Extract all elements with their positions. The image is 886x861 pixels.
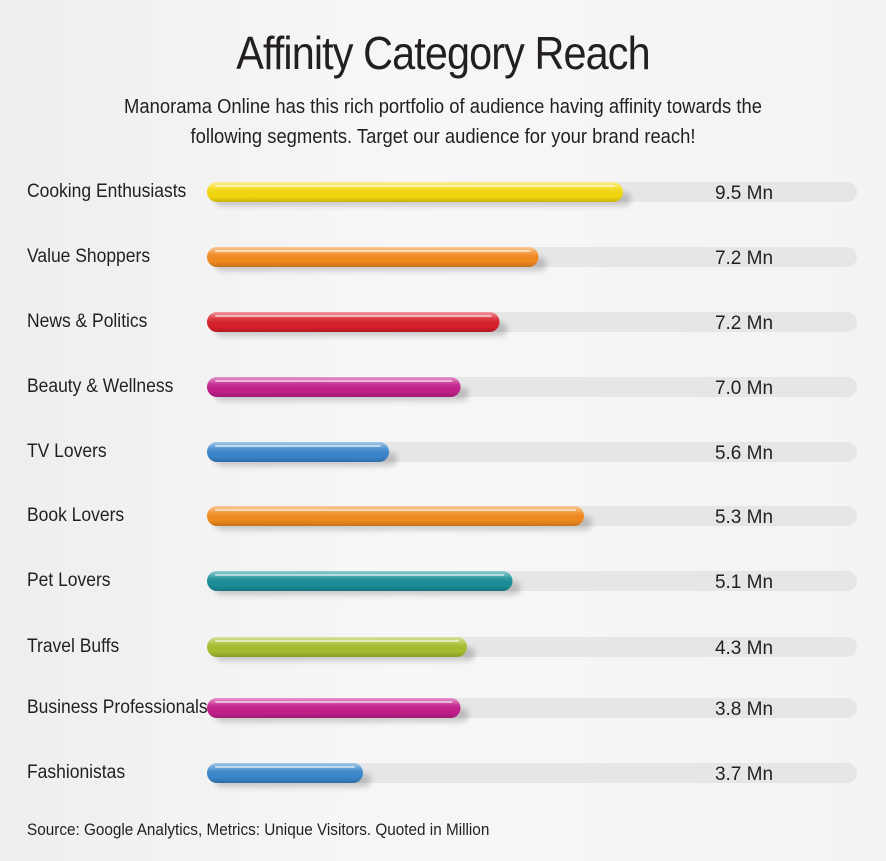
category-label: Cooking Enthusiasts xyxy=(27,179,186,201)
bar-row: Beauty & Wellness 7.0 Mn xyxy=(27,374,857,401)
bar-highlight xyxy=(215,766,355,768)
source-note: Source: Google Analytics, Metrics: Uniqu… xyxy=(27,820,490,839)
bar-highlight xyxy=(215,250,531,252)
category-label: Pet Lovers xyxy=(27,568,111,590)
bar-highlight xyxy=(215,574,505,576)
value-label: 4.3 Mn xyxy=(715,638,773,659)
value-label: 7.2 Mn xyxy=(715,248,773,269)
value-label: 5.3 Mn xyxy=(715,507,773,528)
category-label: TV Lovers xyxy=(27,439,107,461)
bar-row: Pet Lovers 5.1 Mn xyxy=(27,568,857,595)
chart-subtitle: Manorama Online has this rich portfolio … xyxy=(124,96,762,148)
bar-row: Business Professionals 3.8 Mn xyxy=(27,695,857,722)
category-label: News & Politics xyxy=(27,309,147,331)
bar-highlight xyxy=(215,640,459,642)
bar-highlight xyxy=(215,380,453,382)
category-label: Book Lovers xyxy=(27,503,124,525)
bar-row: Cooking Enthusiasts 9.5 Mn xyxy=(27,179,857,206)
chart-title: Affinity Category Reach xyxy=(236,27,650,79)
value-label: 3.8 Mn xyxy=(715,699,773,720)
bar-highlight xyxy=(215,315,492,317)
value-label: 9.5 Mn xyxy=(715,183,773,204)
bar-row: Value Shoppers 7.2 Mn xyxy=(27,244,857,271)
bar-highlight xyxy=(215,509,576,511)
bar-row: Book Lovers 5.3 Mn xyxy=(27,503,857,530)
category-label: Beauty & Wellness xyxy=(27,374,173,396)
value-label: 7.2 Mn xyxy=(715,313,773,334)
category-label: Travel Buffs xyxy=(27,634,119,656)
value-label: 5.6 Mn xyxy=(715,443,773,464)
bar-row: TV Lovers 5.6 Mn xyxy=(27,439,857,466)
category-label: Value Shoppers xyxy=(27,244,150,266)
value-label: 3.7 Mn xyxy=(715,764,773,785)
category-label: Business Professionals xyxy=(27,695,208,717)
value-label: 7.0 Mn xyxy=(715,378,773,399)
bar-highlight xyxy=(215,445,381,447)
bar-row: News & Politics 7.2 Mn xyxy=(27,309,857,336)
value-label: 5.1 Mn xyxy=(715,572,773,593)
bar-highlight xyxy=(215,185,615,187)
category-label: Fashionistas xyxy=(27,760,125,782)
bar-row: Fashionistas 3.7 Mn xyxy=(27,760,857,787)
bar-highlight xyxy=(215,701,453,703)
bar-row: Travel Buffs 4.3 Mn xyxy=(27,634,857,661)
